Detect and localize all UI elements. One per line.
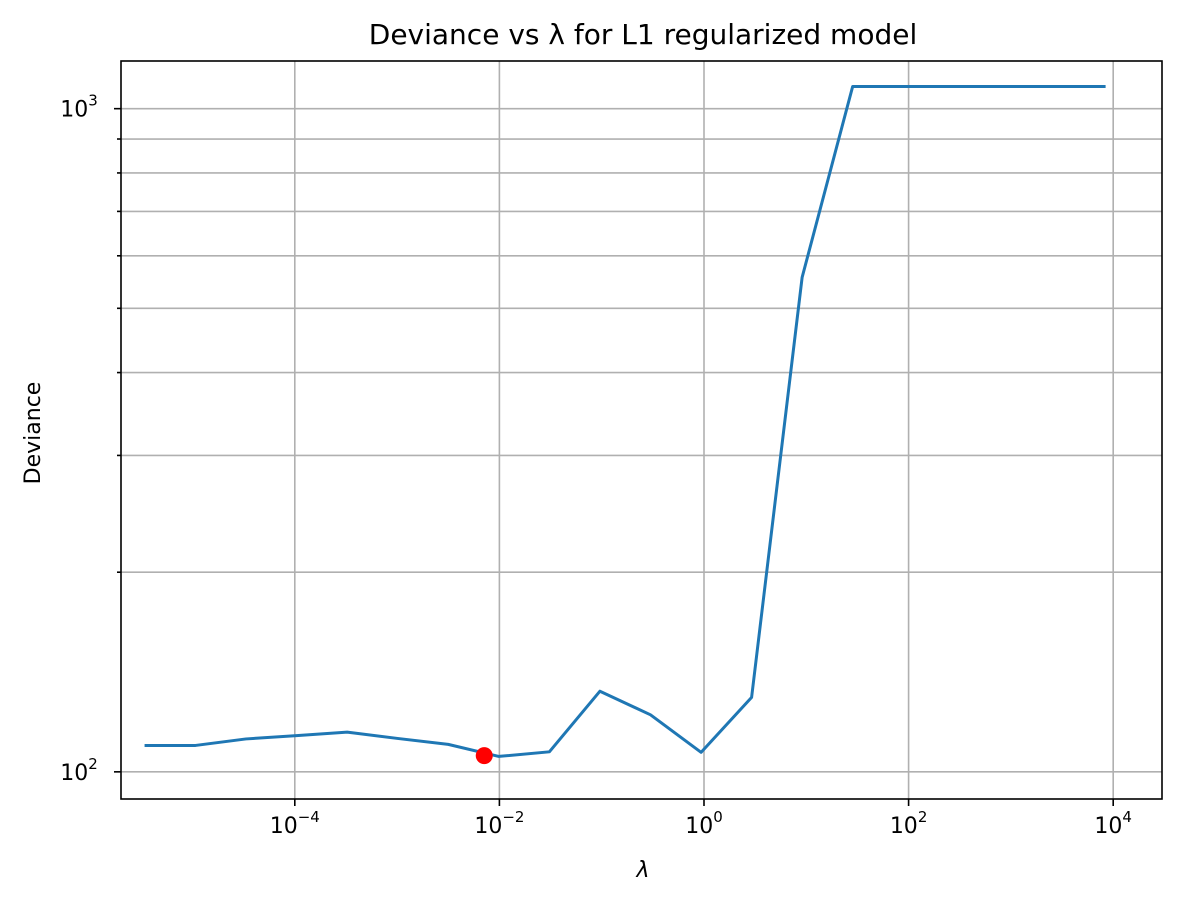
x-tick-label: 102 [890,808,928,839]
x-tick-label: 100 [685,808,723,839]
series-layer [144,85,1106,765]
y-tick-label: 102 [60,755,98,786]
y-tick-label: 103 [60,92,98,123]
chart-title: Deviance vs λ for L1 regularized model [369,18,917,51]
x-tick-label: 10−2 [474,808,524,839]
x-axis-label: λ [635,858,649,883]
deviance-line [144,85,1106,758]
grid-lines [121,61,1162,799]
min-deviance-marker [475,747,493,765]
x-tick-label: 10−4 [270,808,320,839]
plot-frame [120,60,1163,800]
x-tick-label: 104 [1094,808,1132,839]
y-axis-label: Deviance [21,382,46,485]
axis-ticks: 10−4 10−2 100 102 104 102 103 [60,92,1132,839]
